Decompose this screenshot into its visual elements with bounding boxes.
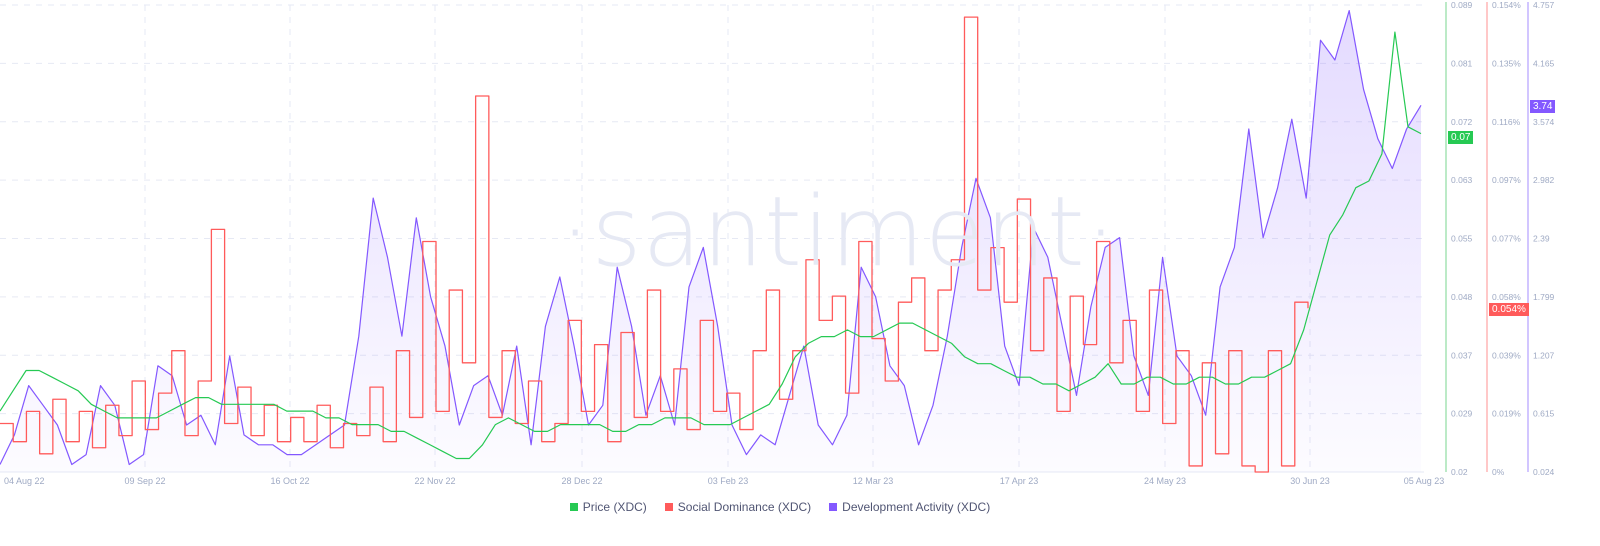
- price-axis-tick: 0.081: [1451, 58, 1473, 68]
- dev-series-line: [0, 10, 1422, 466]
- price-current-badge: 0.07: [1448, 131, 1474, 144]
- price-axis-tick: 0.048: [1451, 292, 1473, 302]
- social-axis-tick: 0.077%: [1492, 234, 1521, 244]
- social-axis-tick: 0.097%: [1492, 175, 1521, 185]
- x-tick-label: 30 Jun 23: [1290, 476, 1330, 486]
- dev-axis-tick: 4.757: [1533, 0, 1555, 10]
- social-current-badge: 0.054%: [1489, 303, 1529, 316]
- social-axis-tick: 0.019%: [1492, 409, 1521, 419]
- social-axis-tick: 0.039%: [1492, 350, 1521, 360]
- social-axis-tick: 0.154%: [1492, 0, 1521, 10]
- x-tick-label: 16 Oct 22: [270, 476, 309, 486]
- dev-axis-tick: 1.799: [1533, 292, 1555, 302]
- price-axis-tick: 0.089: [1451, 0, 1473, 10]
- dev-axis-tick: 0.024: [1533, 467, 1555, 477]
- legend-item-social-dominance[interactable]: Social Dominance (XDC): [664, 500, 812, 514]
- price-axis-tick: 0.037: [1451, 350, 1473, 360]
- social-axis-tick: 0.116%: [1492, 117, 1521, 127]
- price-series-line: [0, 31, 1422, 460]
- price-swatch-icon: [569, 503, 578, 511]
- social-series-line: [0, 16, 1309, 473]
- x-tick-label: 28 Dec 22: [561, 476, 602, 486]
- x-tick-label: 17 Apr 23: [1000, 476, 1039, 486]
- dev-current-badge: 3.74: [1530, 100, 1556, 113]
- social-axis-tick: 0.058%: [1492, 292, 1521, 302]
- price-axis-tick: 0.055: [1451, 234, 1473, 244]
- x-tick-label: 05 Aug 23: [1404, 476, 1445, 486]
- legend-label: Price (XDC): [582, 500, 647, 514]
- dev-axis-tick: 0.615: [1533, 409, 1555, 419]
- x-tick-label: 03 Feb 23: [708, 476, 749, 486]
- price-axis-tick: 0.02: [1451, 467, 1468, 477]
- x-tick-label: 12 Mar 23: [853, 476, 894, 486]
- dev-axis-tick: 1.207: [1533, 350, 1555, 360]
- legend-label: Social Dominance (XDC): [677, 500, 812, 514]
- dev-axis-tick: 2.39: [1533, 234, 1550, 244]
- social-axis-tick: 0%: [1492, 467, 1505, 477]
- x-tick-label: 04 Aug 22: [4, 476, 45, 486]
- dev-axis-tick: 4.165: [1533, 58, 1555, 68]
- legend-item-price[interactable]: Price (XDC): [569, 500, 647, 514]
- chart-legend: Price (XDC) Social Dominance (XDC) Devel…: [0, 500, 1560, 514]
- x-tick-label: 24 May 23: [1144, 476, 1186, 486]
- legend-label: Development Activity (XDC): [842, 500, 991, 514]
- legend-item-dev-activity[interactable]: Development Activity (XDC): [829, 500, 990, 514]
- social-axis-tick: 0.135%: [1492, 58, 1521, 68]
- dev-axis-tick: 2.982: [1533, 175, 1555, 185]
- x-tick-label: 22 Nov 22: [414, 476, 455, 486]
- x-tick-label: 09 Sep 22: [124, 476, 165, 486]
- dev-swatch-icon: [829, 503, 838, 511]
- dev-activity-area: [0, 10, 1421, 472]
- price-axis-tick: 0.029: [1451, 409, 1473, 419]
- price-axis-tick: 0.063: [1451, 175, 1473, 185]
- dev-axis-tick: 3.574: [1533, 117, 1555, 127]
- price-axis-tick: 0.072: [1451, 117, 1473, 127]
- social-swatch-icon: [664, 503, 673, 511]
